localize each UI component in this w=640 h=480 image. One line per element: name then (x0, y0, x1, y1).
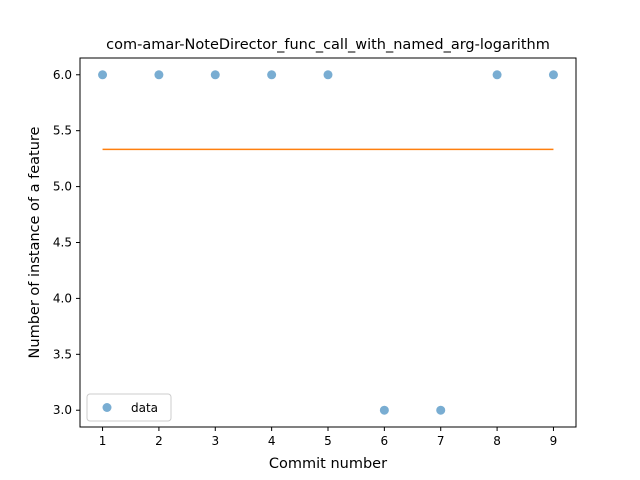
x-tick-label: 9 (550, 434, 558, 448)
data-point (492, 70, 502, 80)
legend-box (86, 393, 172, 422)
y-axis-label: Number of instance of a feature (27, 126, 43, 358)
data-point (323, 70, 333, 80)
x-tick-label: 6 (381, 434, 389, 448)
data-point (379, 405, 389, 415)
data-point (548, 70, 558, 80)
x-axis-label: Commit number (269, 456, 387, 472)
x-tick-label: 5 (324, 434, 332, 448)
data-point (154, 70, 164, 80)
chart-title: com-amar-NoteDirector_func_call_with_nam… (106, 37, 550, 53)
x-tick-label: 1 (99, 434, 107, 448)
y-tick-label: 5.0 (53, 180, 72, 194)
y-tick-label: 3.0 (53, 403, 72, 417)
x-tick-label: 3 (211, 434, 219, 448)
legend-marker (102, 403, 112, 412)
y-tick-label: 3.5 (53, 347, 72, 361)
legend: data (86, 393, 172, 422)
x-axis: 1 2 3 4 5 6 7 8 9 (99, 427, 558, 448)
x-tick-label: 4 (268, 434, 276, 448)
x-tick-label: 2 (155, 434, 163, 448)
y-tick-label: 4.0 (53, 291, 72, 305)
plot-area (98, 70, 558, 415)
y-tick-label: 5.5 (53, 124, 72, 138)
y-tick-label: 6.0 (53, 68, 72, 82)
data-point (98, 70, 108, 80)
data-point (436, 405, 446, 415)
x-tick-label: 8 (493, 434, 501, 448)
y-tick-label: 4.5 (53, 236, 72, 250)
x-tick-label: 7 (437, 434, 445, 448)
data-point (267, 70, 277, 80)
data-point (210, 70, 220, 80)
legend-label-data: data (131, 401, 158, 415)
y-axis: 3.0 3.5 4.0 4.5 5.0 5.5 6.0 (53, 68, 80, 417)
